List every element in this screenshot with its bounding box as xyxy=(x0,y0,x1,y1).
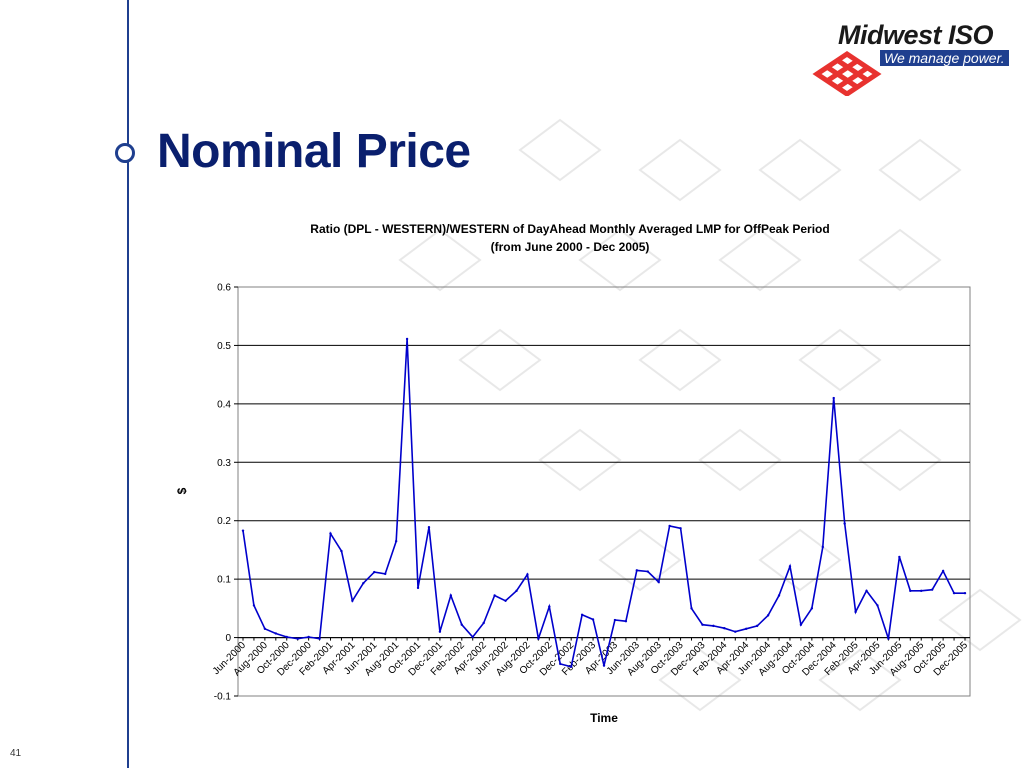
data-point xyxy=(405,337,409,341)
data-point xyxy=(416,586,420,590)
data-point xyxy=(340,549,343,553)
data-point xyxy=(821,545,824,549)
plot-area xyxy=(237,286,971,697)
company-logo: Midwest ISO We manage power. xyxy=(808,20,1009,100)
data-point xyxy=(329,532,332,535)
data-point xyxy=(887,637,890,640)
data-point xyxy=(755,624,759,628)
data-point xyxy=(471,635,474,639)
title-bullet-icon xyxy=(115,143,135,163)
data-point xyxy=(701,623,704,626)
data-point xyxy=(580,613,584,616)
data-point xyxy=(252,604,256,607)
data-point xyxy=(493,594,496,597)
y-tick-label: -0.1 xyxy=(214,692,232,703)
data-point xyxy=(898,555,901,559)
data-point xyxy=(723,627,726,630)
y-tick-label: 0.2 xyxy=(217,516,231,527)
data-point xyxy=(865,589,868,593)
data-point xyxy=(537,637,540,640)
y-tick-label: 0.4 xyxy=(217,399,231,410)
data-point xyxy=(307,635,310,639)
data-point xyxy=(263,627,267,631)
series-line xyxy=(242,338,965,668)
page-number: 41 xyxy=(10,748,22,759)
data-point xyxy=(734,630,737,633)
data-point xyxy=(285,635,288,639)
x-axis-label: Time xyxy=(590,711,618,725)
logo-grid-icon xyxy=(812,50,882,96)
data-point xyxy=(460,623,463,626)
data-point xyxy=(854,610,857,614)
data-point xyxy=(515,589,518,593)
data-point xyxy=(438,630,442,633)
data-point xyxy=(394,539,398,543)
data-point xyxy=(843,522,846,525)
data-point xyxy=(930,588,934,591)
data-point xyxy=(318,637,321,640)
data-point xyxy=(876,604,879,607)
data-point xyxy=(646,570,649,573)
data-point xyxy=(482,621,485,625)
data-point xyxy=(920,589,923,593)
y-tick-label: 0 xyxy=(225,633,231,644)
y-tick-label: 0.1 xyxy=(217,575,231,586)
data-point xyxy=(712,624,715,628)
data-point xyxy=(427,525,431,529)
data-point xyxy=(745,627,748,631)
data-point xyxy=(799,623,803,626)
slide-title: Nominal Price xyxy=(157,125,471,178)
data-point xyxy=(635,569,639,572)
data-point xyxy=(963,591,967,595)
data-point xyxy=(679,527,682,530)
y-tick-label: 0.5 xyxy=(217,341,231,352)
data-point xyxy=(832,396,835,400)
data-point xyxy=(766,614,770,617)
data-point xyxy=(351,599,354,602)
logo-tagline: We manage power. xyxy=(880,50,1009,66)
data-point xyxy=(362,582,365,585)
data-point xyxy=(602,664,606,667)
data-point xyxy=(548,605,551,608)
data-point xyxy=(952,591,956,595)
slide-accent-line xyxy=(127,0,129,768)
chart-subtitle: (from June 2000 - Dec 2005) xyxy=(490,240,650,254)
y-axis-label: $ xyxy=(175,487,189,494)
data-point xyxy=(657,580,660,584)
data-point xyxy=(373,570,376,574)
data-point xyxy=(690,607,693,610)
data-point xyxy=(526,573,529,576)
data-point xyxy=(613,618,617,622)
data-point xyxy=(241,529,245,532)
data-point xyxy=(274,632,278,635)
chart-title: Ratio (DPL - WESTERN)/WESTERN of DayAhea… xyxy=(310,222,830,236)
data-point xyxy=(296,637,299,640)
data-point xyxy=(504,599,507,602)
data-point xyxy=(559,662,562,666)
logo-name: Midwest ISO xyxy=(838,20,994,50)
data-point xyxy=(668,524,671,528)
data-point xyxy=(788,565,792,568)
data-point xyxy=(777,594,781,597)
data-point xyxy=(384,572,387,576)
y-tick-label: 0.3 xyxy=(217,458,231,469)
data-point xyxy=(941,569,945,573)
data-point xyxy=(449,594,453,597)
data-point xyxy=(909,589,912,593)
data-point xyxy=(591,618,595,621)
y-tick-label: 0.6 xyxy=(217,283,231,294)
data-point xyxy=(810,607,814,610)
data-point xyxy=(624,620,628,623)
data-point xyxy=(569,665,573,668)
